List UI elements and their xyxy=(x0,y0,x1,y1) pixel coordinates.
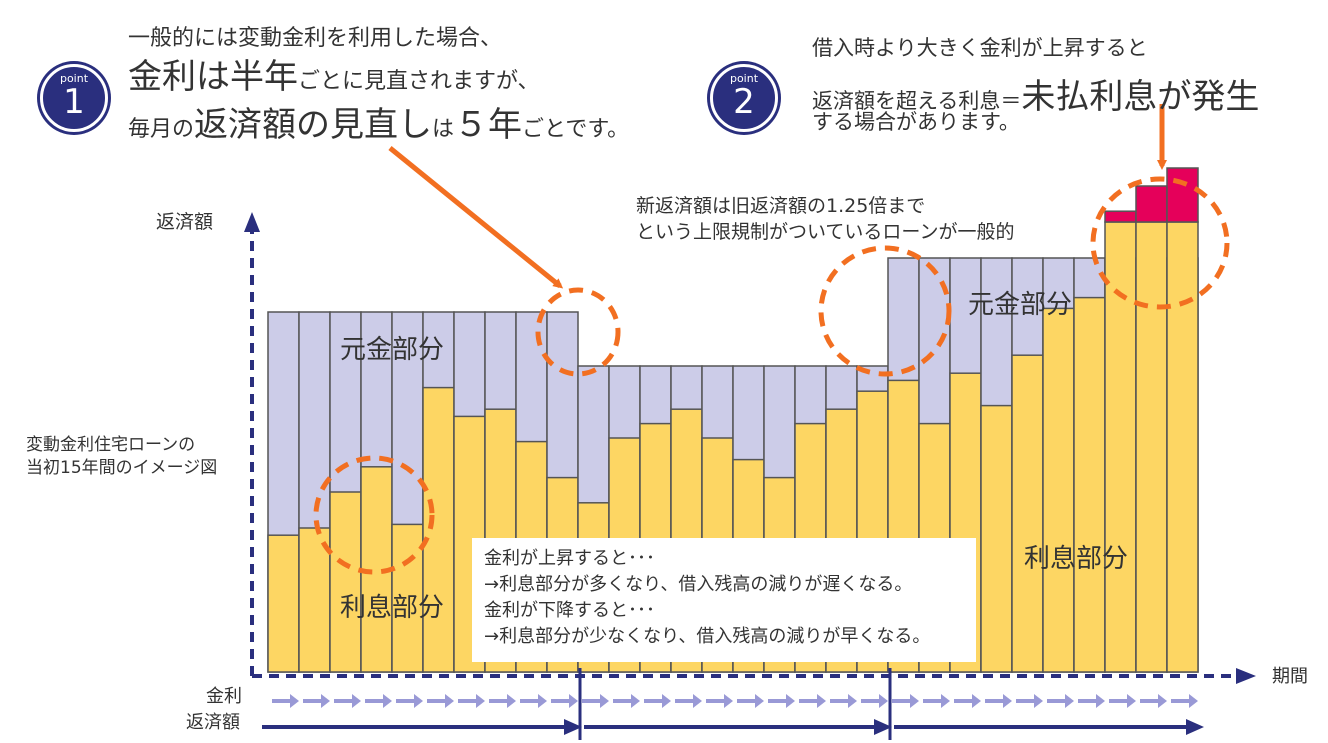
unpaid-interest-bar-29 xyxy=(1135,185,1168,223)
cap-note-line2: という上限規制がついているローンが一般的 xyxy=(636,221,1015,243)
rate-arrow-30 xyxy=(1171,694,1198,708)
interest-bar-1 xyxy=(267,534,300,673)
explanation-line1: 金利が上昇すると･･･ xyxy=(484,548,655,569)
principal-label-1: 元金部分 xyxy=(340,335,445,365)
point1-emphasis-rate: 金利は半年 xyxy=(128,57,298,97)
rate-arrow-9 xyxy=(520,694,547,708)
payment-arrowhead-3 xyxy=(1186,719,1204,735)
point1-badge-number: 1 xyxy=(63,82,85,122)
point2-line1: 借入時より大きく金利が上昇すると xyxy=(812,36,1148,60)
explanation-line3: 金利が下降すると･･･ xyxy=(484,600,655,622)
point1-line3-a: 毎月の xyxy=(128,117,195,142)
rate-arrow-24 xyxy=(985,694,1012,708)
rate-arrow-11 xyxy=(582,694,609,708)
rate-arrow-29 xyxy=(1140,694,1167,708)
diagram-caption-line1: 変動金利住宅ローンの xyxy=(26,435,196,455)
rate-arrow-1 xyxy=(272,694,299,708)
rate-arrow-23 xyxy=(954,694,981,708)
interest-bar-6 xyxy=(422,386,455,673)
unpaid-interest-bar-30 xyxy=(1166,167,1199,223)
point1-line2-rest: ごとに見直されますが、 xyxy=(298,69,540,94)
point1-emphasis-payment: 返済額の見直し xyxy=(194,105,433,145)
interest-bar-30 xyxy=(1166,221,1199,673)
interest-bar-25 xyxy=(1011,354,1044,673)
interest-bar-27 xyxy=(1073,296,1106,673)
interest-bar-28 xyxy=(1104,221,1137,673)
rate-arrow-12 xyxy=(613,694,640,708)
rate-arrow-4 xyxy=(365,694,392,708)
rate-arrow-16 xyxy=(737,694,764,708)
rate-arrow-7 xyxy=(458,694,485,708)
cap-note-line1: 新返済額は旧返済額の1.25倍まで xyxy=(636,195,926,217)
point2-line2-small: 返済額を超える利息＝ xyxy=(812,89,1022,113)
interest-bar-26 xyxy=(1042,307,1075,673)
point2-line3: する場合があります。 xyxy=(812,110,1020,134)
point2-line2: 返済額を超える利息＝未払利息が発生 xyxy=(812,77,1260,117)
highlight-circle-revision-1 xyxy=(535,287,621,377)
rate-arrow-21 xyxy=(892,694,919,708)
rate-arrow-20 xyxy=(861,694,888,708)
point2-badge-number: 2 xyxy=(733,82,755,122)
rate-arrow-25 xyxy=(1016,694,1043,708)
explanation-line2: →利息部分が多くなり、借入残高の減りが遅くなる。 xyxy=(484,574,913,596)
rate-arrow-10 xyxy=(551,694,578,708)
highlight-circle-revision-2 xyxy=(818,245,952,377)
diagram-caption-line2: 当初15年間のイメージ図 xyxy=(26,457,218,478)
rate-arrow-row xyxy=(272,694,1198,708)
rate-arrow-3 xyxy=(334,694,361,708)
principal-label-2: 元金部分 xyxy=(968,290,1073,320)
point2-badge-word: point xyxy=(729,72,759,85)
rate-row-label: 金利 xyxy=(206,686,242,707)
point1-line3-e: ごとです。 xyxy=(522,117,630,142)
explanation-line4: →利息部分が少なくなり、借入残高の減りが早くなる。 xyxy=(484,626,931,648)
rate-arrow-14 xyxy=(675,694,702,708)
point1-line1: 一般的には変動金利を利用した場合、 xyxy=(128,26,503,51)
interest-bar-24 xyxy=(980,404,1013,673)
x-axis-label: 期間 xyxy=(1272,666,1308,687)
rate-arrow-13 xyxy=(644,694,671,708)
rate-arrow-15 xyxy=(706,694,733,708)
rate-arrow-18 xyxy=(799,694,826,708)
point1-line3: 毎月の返済額の見直しは５年ごとです。 xyxy=(128,105,630,145)
interest-label-1: 利息部分 xyxy=(340,593,445,623)
payment-arrowhead-1 xyxy=(564,719,582,735)
highlight-circle-unpaid xyxy=(1090,176,1230,310)
y-axis-arrowhead xyxy=(244,212,260,232)
rate-arrow-22 xyxy=(923,694,950,708)
interest-label-2: 利息部分 xyxy=(1024,544,1129,574)
rate-arrow-17 xyxy=(768,694,795,708)
point1-emphasis-years: ５年 xyxy=(454,105,523,145)
rate-arrow-26 xyxy=(1047,694,1074,708)
diagram-caption: 変動金利住宅ローンの 当初15年間のイメージ図 xyxy=(26,434,217,480)
rate-arrow-6 xyxy=(427,694,454,708)
rate-arrow-27 xyxy=(1078,694,1105,708)
point1-badge: point 1 xyxy=(40,64,108,132)
y-axis-label: 返済額 xyxy=(156,211,214,233)
point1-line3-c: は xyxy=(432,117,455,142)
payment-arrowhead-2 xyxy=(874,719,892,735)
interest-bar-5 xyxy=(391,523,424,673)
point2-badge: point 2 xyxy=(710,64,778,132)
payment-row-label: 返済額 xyxy=(186,712,240,733)
pointer-arrow-point1 xyxy=(388,146,564,289)
interest-bar-29 xyxy=(1135,221,1168,673)
point2-emphasis-unpaid: 未払利息が発生 xyxy=(1021,77,1260,117)
point1-badge-word: point xyxy=(59,72,89,85)
rate-arrow-28 xyxy=(1109,694,1136,708)
rate-arrow-8 xyxy=(489,694,516,708)
rate-arrow-2 xyxy=(303,694,330,708)
highlight-circle-interest xyxy=(313,455,435,575)
rate-arrow-5 xyxy=(396,694,423,708)
point1-line2: 金利は半年ごとに見直されますが、 xyxy=(128,57,540,97)
payment-arrow-row xyxy=(262,719,1204,735)
rate-arrow-19 xyxy=(830,694,857,708)
unpaid-interest-bar-28 xyxy=(1104,210,1137,223)
interest-bar-3 xyxy=(329,491,362,673)
explanation-box: 金利が上昇すると･･･ →利息部分が多くなり、借入残高の減りが遅くなる。 金利が… xyxy=(472,538,976,662)
x-axis-arrowhead xyxy=(1236,668,1256,684)
